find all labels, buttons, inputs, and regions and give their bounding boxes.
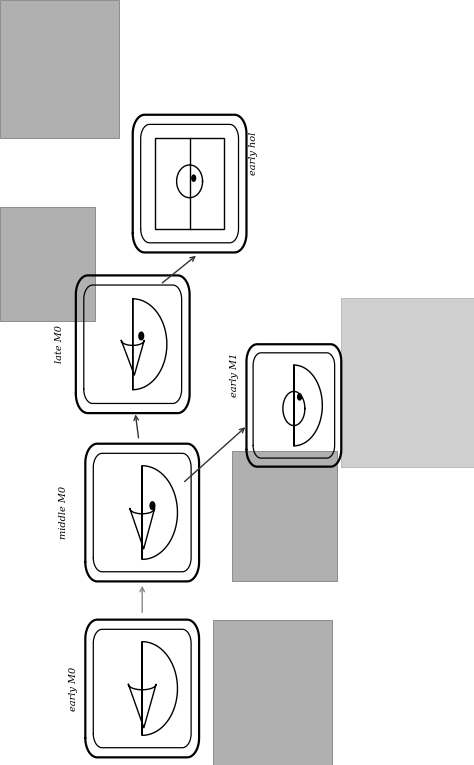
Bar	[155, 138, 224, 229]
Bar	[232, 451, 337, 581]
Text: early hol: early hol	[249, 132, 258, 174]
Circle shape	[150, 502, 155, 509]
Circle shape	[192, 175, 196, 181]
Text: early M1: early M1	[230, 353, 239, 397]
Circle shape	[298, 394, 301, 400]
Circle shape	[139, 332, 144, 340]
Bar	[213, 620, 332, 765]
Bar	[0, 0, 118, 138]
Bar	[0, 207, 95, 321]
Text: late M0: late M0	[55, 325, 64, 363]
Text: early M0: early M0	[69, 666, 78, 711]
Bar	[341, 298, 474, 467]
Text: middle M0: middle M0	[60, 486, 68, 539]
